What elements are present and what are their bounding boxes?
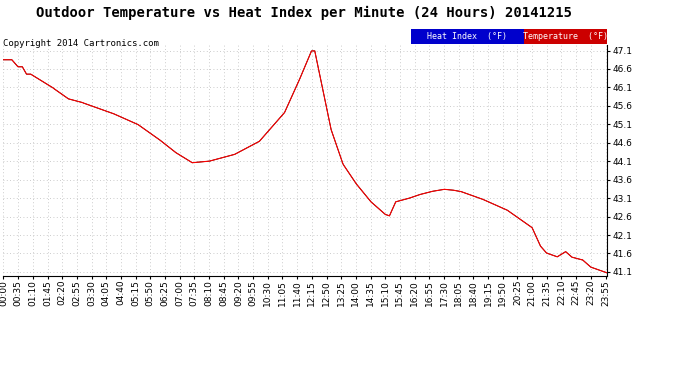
Text: Heat Index  (°F): Heat Index (°F) xyxy=(428,32,507,41)
Text: Outdoor Temperature vs Heat Index per Minute (24 Hours) 20141215: Outdoor Temperature vs Heat Index per Mi… xyxy=(36,6,571,20)
Text: Copyright 2014 Cartronics.com: Copyright 2014 Cartronics.com xyxy=(3,39,159,48)
Text: Temperature  (°F): Temperature (°F) xyxy=(523,32,609,41)
